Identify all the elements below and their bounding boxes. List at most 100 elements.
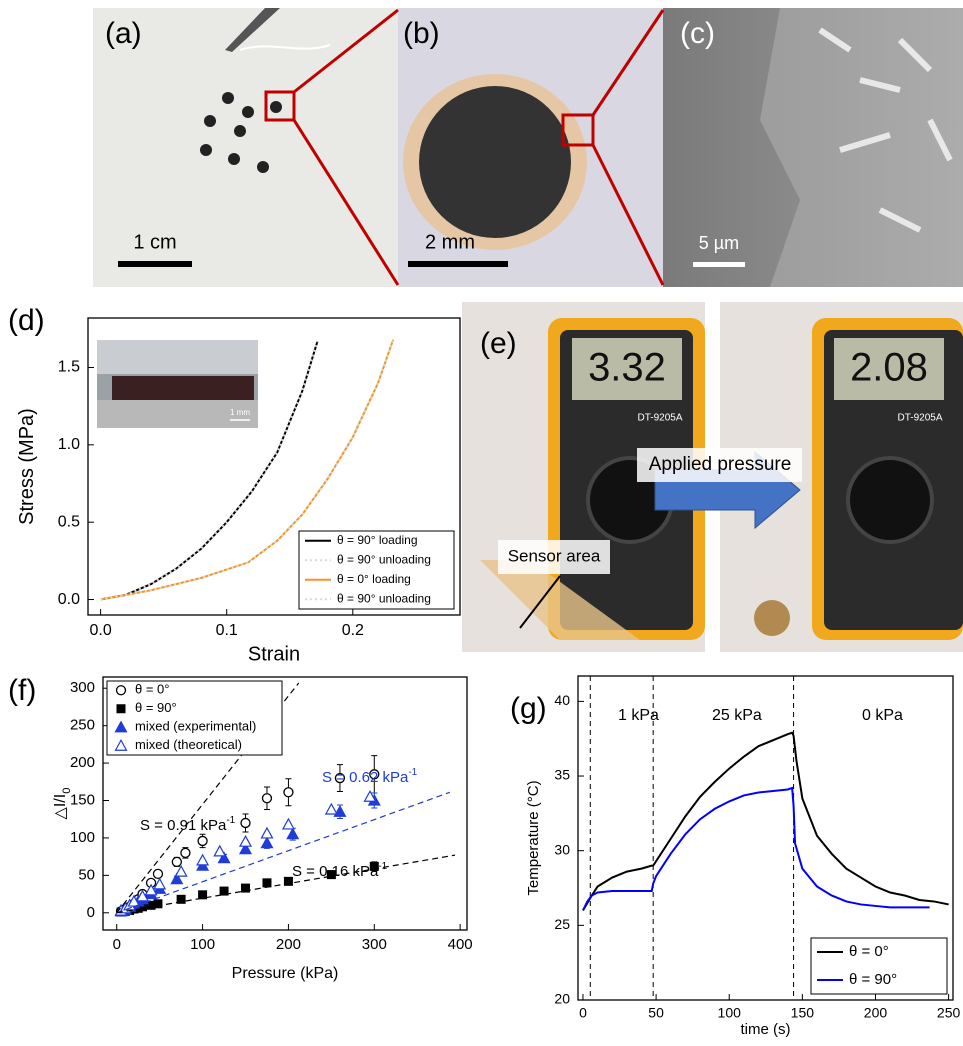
y-axis-label-text: Stress (MPa) <box>16 408 38 525</box>
y-axis-label: Temperature (°C) <box>525 780 542 895</box>
x-tick-label: 50 <box>648 1005 664 1021</box>
point <box>153 869 162 878</box>
legend-label: mixed (experimental) <box>135 719 256 734</box>
point <box>326 804 337 814</box>
y-tick-label: 20 <box>554 991 570 1007</box>
point <box>117 704 126 713</box>
point <box>197 855 208 865</box>
x-tick-label: 100 <box>718 1005 742 1021</box>
point <box>262 794 271 803</box>
x-tick-label: 300 <box>362 936 387 953</box>
model-label: DT-9205A <box>637 413 682 424</box>
panel-label: (f) <box>8 674 36 707</box>
region-label: 25 kPa <box>712 707 762 724</box>
point <box>153 899 162 908</box>
region-label: 1 kPa <box>618 707 659 724</box>
legend-label: θ = 0° <box>849 943 889 960</box>
panel-label: (e) <box>480 327 517 360</box>
x-tick-label: 0 <box>113 936 121 953</box>
legend-label: θ = 90° <box>849 971 897 988</box>
lcd-reading: 2.08 <box>850 346 928 390</box>
y-tick-label: 40 <box>554 692 570 708</box>
annotation: Applied pressure <box>649 454 792 475</box>
point <box>176 866 187 876</box>
panel-label: (g) <box>510 692 547 725</box>
series-line <box>583 788 930 910</box>
x-axis-label: Strain <box>248 643 300 665</box>
x-axis-label: Pressure (kPa) <box>232 965 339 982</box>
y-tick-label: 0.0 <box>58 591 80 608</box>
legend-label: θ = 90° <box>135 700 177 715</box>
legend-label: θ = 90° loading <box>337 533 418 547</box>
y-tick-label: 200 <box>70 754 95 771</box>
inset-photo: 1 mm <box>97 340 258 428</box>
panel-label: (a) <box>105 17 142 50</box>
x-tick-label: 150 <box>791 1005 815 1021</box>
point <box>117 686 126 695</box>
x-tick-label: 0.2 <box>342 622 364 639</box>
panel-label: (d) <box>8 304 45 337</box>
model-label: DT-9205A <box>897 413 942 424</box>
legend-label: θ = 90° unloading <box>337 591 431 605</box>
panel-label: (c) <box>680 17 715 50</box>
point <box>262 878 271 887</box>
y-tick-label: 1.0 <box>58 436 80 453</box>
series-line <box>117 855 455 913</box>
lcd-reading: 3.32 <box>588 346 666 390</box>
y-tick-label: 250 <box>70 717 95 734</box>
legend-label: θ = 0° <box>135 682 169 697</box>
annotation-sup: -1 <box>378 861 387 872</box>
point <box>261 828 272 838</box>
scale-label: 1 mm <box>230 408 250 417</box>
y-tick-label: 0.5 <box>58 513 80 530</box>
y-tick-label: 30 <box>554 841 570 857</box>
x-tick-label: 0 <box>579 1005 587 1021</box>
x-tick-label: 250 <box>937 1005 961 1021</box>
y-axis-label: Stress (MPa) <box>16 408 38 525</box>
x-tick-label: 0.1 <box>216 622 238 639</box>
scale-label: 2 mm <box>425 231 475 253</box>
series-line <box>583 733 949 911</box>
point <box>172 857 181 866</box>
y-tick-label: 25 <box>554 916 570 932</box>
point <box>214 846 225 856</box>
figure: 1 cm 2 mm 5 µm (a) (b) (c) 1 mm 3.32 2.0… <box>0 0 963 1041</box>
region-label: 0 kPa <box>862 707 903 724</box>
annotation-sup: -1 <box>408 767 417 778</box>
point <box>284 788 293 797</box>
photo-e: 3.32 2.08 DT-9205A DT-9205A Applied pres… <box>462 302 963 652</box>
x-tick-label: 200 <box>276 936 301 953</box>
annotation-text: S = 0.16 kPa <box>292 863 379 880</box>
legend-label: mixed (theoretical) <box>135 737 242 752</box>
y-axis-label-sub: 0 <box>61 788 73 794</box>
y-tick-label: 50 <box>78 866 95 883</box>
panel-label: (b) <box>403 17 440 50</box>
annotation-text: S = 0.91 kPa <box>140 817 227 834</box>
point <box>334 806 345 816</box>
scale-label: 1 cm <box>133 231 176 253</box>
y-tick-label: 35 <box>554 767 570 783</box>
point <box>198 836 207 845</box>
annotation: S = 0.91 kPa-1 <box>140 815 236 834</box>
point <box>181 848 190 857</box>
y-tick-label: 1.5 <box>58 359 80 376</box>
y-tick-label: 100 <box>70 829 95 846</box>
y-axis-label-text: △I/I <box>52 794 69 820</box>
x-tick-label: 100 <box>190 936 215 953</box>
scale-label: 5 µm <box>699 233 739 253</box>
point <box>283 819 294 829</box>
annotation: S = 0.16 kPa-1 <box>292 861 388 880</box>
y-tick-label: 0 <box>87 904 95 921</box>
annotation-sup: -1 <box>226 815 235 826</box>
x-tick-label: 200 <box>864 1005 888 1021</box>
x-tick-label: 0.0 <box>89 622 111 639</box>
page: {"panels":{"a":"(a)","b":"(b)","c":"(c)"… <box>0 0 963 1041</box>
annotation-text: S = 0.62 kPa <box>322 769 409 786</box>
annotation: S = 0.62 kPa-1 <box>322 767 418 786</box>
point <box>287 829 298 839</box>
y-tick-label: 300 <box>70 679 95 696</box>
y-tick-label: 150 <box>70 791 95 808</box>
series-line <box>117 792 450 913</box>
legend-label: θ = 0° loading <box>337 572 411 586</box>
legend-label: θ = 90° unloading <box>337 552 431 566</box>
